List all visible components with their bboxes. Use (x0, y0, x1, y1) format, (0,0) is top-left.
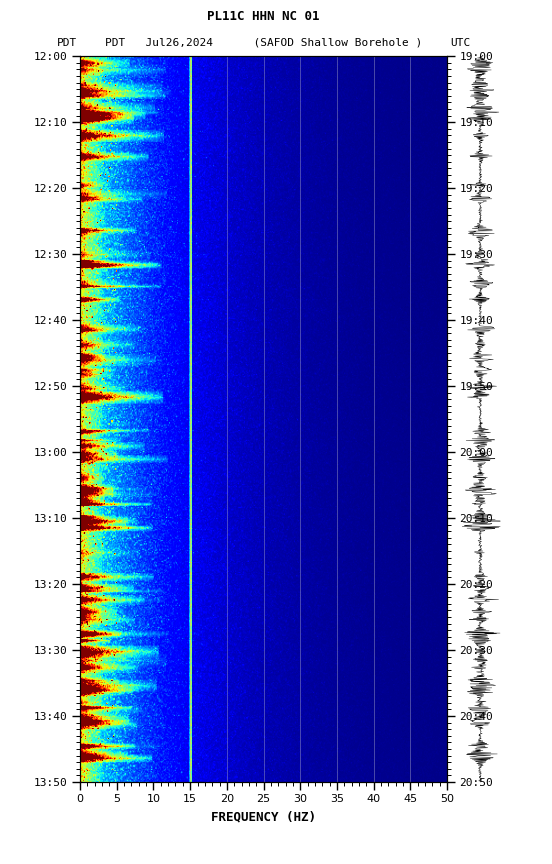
Text: PDT: PDT (57, 37, 77, 48)
Text: PDT   Jul26,2024      (SAFOD Shallow Borehole ): PDT Jul26,2024 (SAFOD Shallow Borehole ) (105, 37, 422, 48)
Text: UTC: UTC (450, 37, 470, 48)
X-axis label: FREQUENCY (HZ): FREQUENCY (HZ) (211, 810, 316, 823)
Text: PL11C HHN NC 01: PL11C HHN NC 01 (208, 10, 320, 23)
